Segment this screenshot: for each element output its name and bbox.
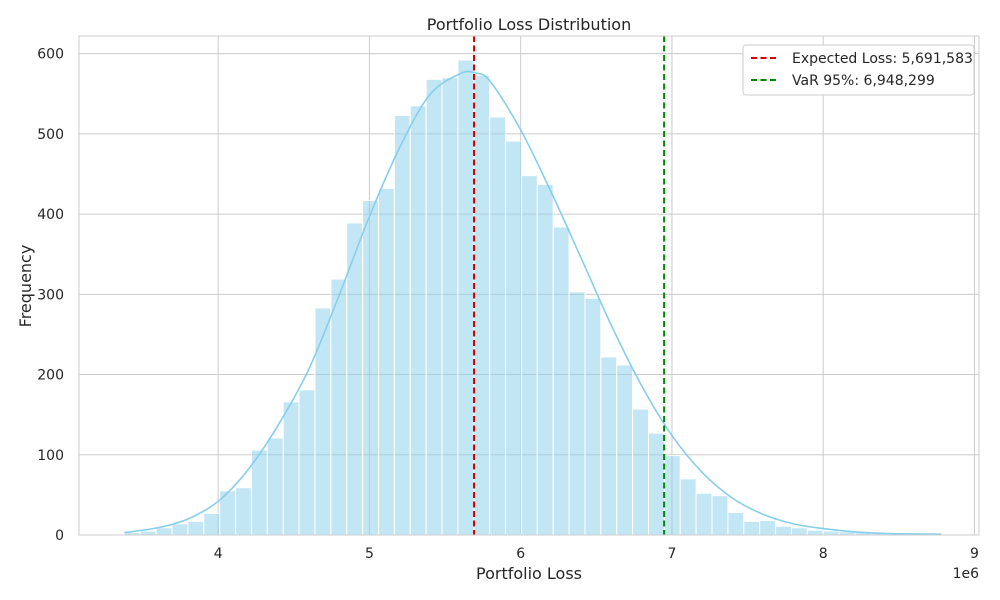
y-tick-label: 0 (55, 528, 64, 544)
histogram-bar (743, 520, 761, 536)
histogram-bar (759, 520, 777, 536)
histogram-bar (679, 478, 697, 536)
x-tick-labels: 4 5 6 7 8 9 (214, 546, 979, 562)
x-tick-label: 6 (516, 546, 525, 562)
kde-curve (124, 70, 942, 535)
histogram-bar (203, 512, 221, 536)
histogram-bar (489, 116, 507, 536)
x-axis-label: Portfolio Loss (476, 564, 582, 583)
histogram-bar (171, 523, 189, 536)
y-tick-label: 400 (37, 207, 64, 223)
x-tick-label: 4 (214, 546, 223, 562)
histogram-bar (568, 291, 586, 536)
y-tick-label: 500 (37, 127, 64, 143)
histogram-bar (362, 199, 379, 536)
histogram-bar (647, 432, 665, 536)
histogram-bar (409, 105, 427, 536)
histogram-bar (663, 455, 681, 536)
histogram-bar (775, 525, 792, 536)
histogram-bar (695, 492, 713, 536)
legend-label-expected-loss: Expected Loss: 5,691,583 (792, 51, 973, 67)
histogram-bar (457, 59, 475, 536)
y-axis-label: Frequency (16, 245, 35, 328)
x-tick-label: 9 (970, 546, 979, 562)
histogram-bar (822, 530, 840, 536)
histogram-bar (393, 114, 411, 536)
histogram-bar (266, 437, 284, 536)
y-tick-label: 600 (37, 47, 64, 63)
legend-label-var-95: VaR 95%: 6,948,299 (792, 73, 935, 89)
histogram-bar (298, 389, 316, 536)
y-tick-label: 300 (37, 287, 64, 303)
histogram-bar (711, 495, 729, 536)
histogram-bar (473, 74, 491, 536)
histogram-bar (314, 307, 332, 536)
histogram-bar (727, 512, 745, 536)
kde-curve-group (124, 70, 942, 535)
histogram-bar (790, 527, 808, 536)
chart-title: Portfolio Loss Distribution (427, 15, 631, 34)
y-tick-labels: 0 100 200 300 400 500 600 (37, 47, 64, 544)
histogram-bar (425, 78, 443, 536)
reference-lines (473, 36, 666, 535)
histogram-bar (616, 364, 634, 536)
histogram-bar (377, 187, 395, 536)
x-tick-label: 7 (667, 546, 676, 562)
histogram-bar (282, 401, 300, 536)
histogram-bar (584, 297, 602, 536)
x-tick-label: 8 (819, 546, 828, 562)
legend: Expected Loss: 5,691,583 VaR 95%: 6,948,… (742, 44, 975, 96)
y-tick-label: 100 (37, 448, 64, 464)
histogram-bar (806, 529, 824, 536)
x-offset-label: 1e6 (953, 566, 980, 582)
histogram-bar (536, 183, 554, 536)
histogram-bar (330, 278, 348, 536)
histogram-bar (235, 487, 252, 536)
y-tick-label: 200 (37, 368, 64, 384)
plot-frame (78, 35, 980, 536)
histogram-bar (139, 530, 157, 536)
histogram-bar (155, 527, 173, 536)
histogram-bar (520, 175, 538, 536)
histogram-bar (505, 140, 522, 536)
legend-box (742, 44, 975, 96)
x-tick-label: 5 (365, 546, 374, 562)
histogram-bars (123, 59, 935, 536)
histogram-bar (632, 408, 649, 536)
histogram-bar (600, 356, 618, 536)
histogram-bar (187, 520, 205, 536)
histogram-bar (552, 226, 570, 536)
histogram-bar (441, 77, 459, 536)
